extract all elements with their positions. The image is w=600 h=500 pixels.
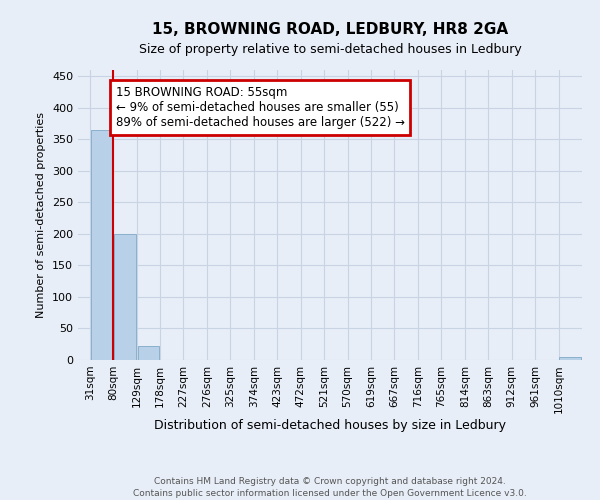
- Bar: [91, 130, 112, 360]
- Bar: [559, 357, 581, 360]
- Text: 15 BROWNING ROAD: 55sqm
← 9% of semi-detached houses are smaller (55)
89% of sem: 15 BROWNING ROAD: 55sqm ← 9% of semi-det…: [116, 86, 404, 129]
- Text: Contains HM Land Registry data © Crown copyright and database right 2024.: Contains HM Land Registry data © Crown c…: [154, 478, 506, 486]
- Text: Size of property relative to semi-detached houses in Ledbury: Size of property relative to semi-detach…: [139, 42, 521, 56]
- Text: Contains public sector information licensed under the Open Government Licence v3: Contains public sector information licen…: [133, 489, 527, 498]
- Bar: [114, 234, 136, 360]
- Y-axis label: Number of semi-detached properties: Number of semi-detached properties: [37, 112, 46, 318]
- X-axis label: Distribution of semi-detached houses by size in Ledbury: Distribution of semi-detached houses by …: [154, 419, 506, 432]
- Text: 15, BROWNING ROAD, LEDBURY, HR8 2GA: 15, BROWNING ROAD, LEDBURY, HR8 2GA: [152, 22, 508, 38]
- Bar: [137, 346, 159, 360]
